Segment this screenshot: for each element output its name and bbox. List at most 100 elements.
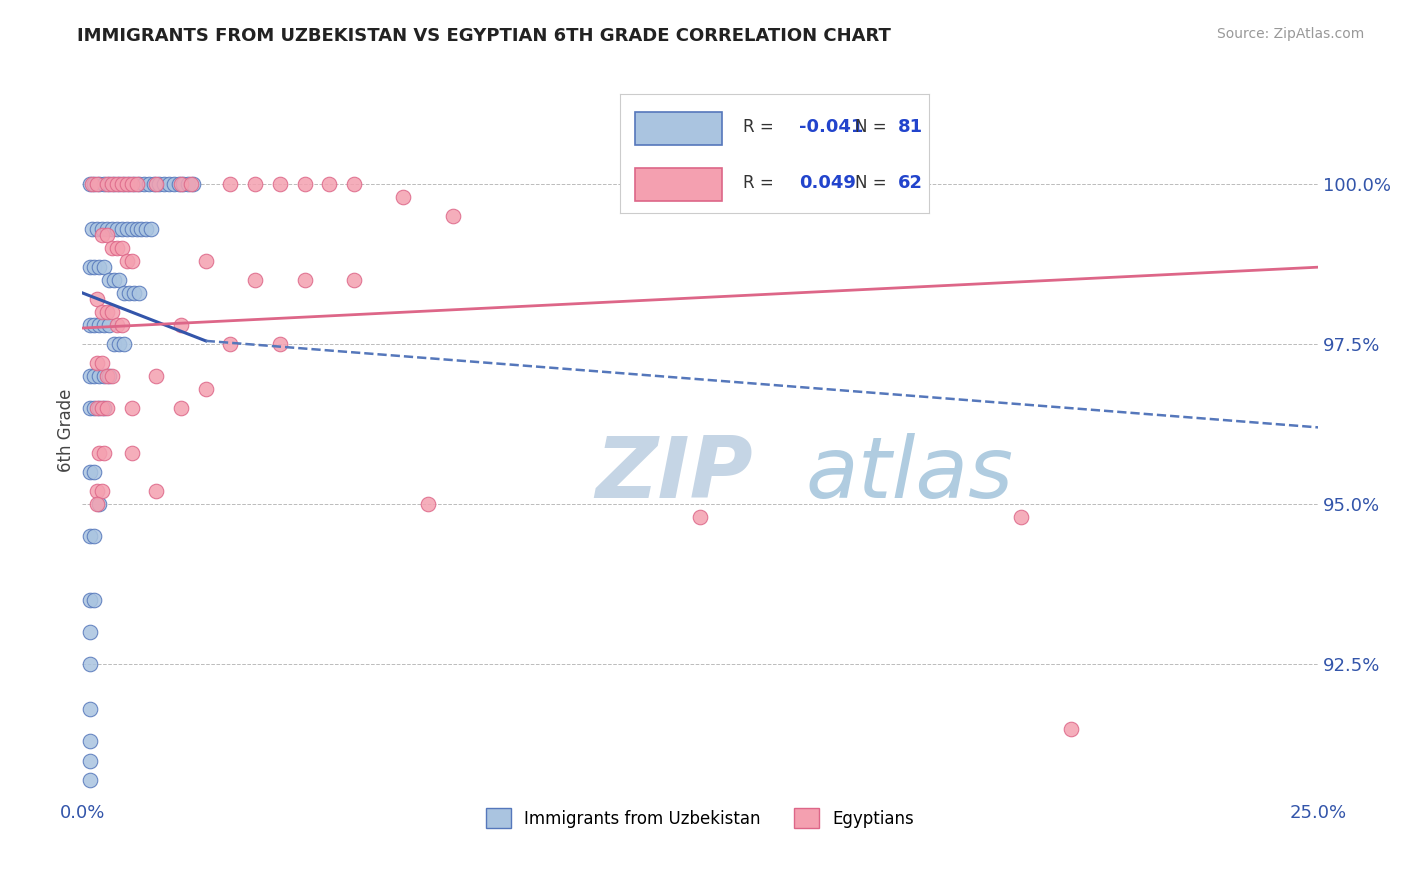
Point — [86, 292, 108, 306]
Point — [90, 228, 112, 243]
Point — [105, 221, 128, 235]
Point — [93, 260, 115, 275]
Point — [89, 446, 111, 460]
Point — [172, 177, 194, 191]
Point — [83, 369, 105, 384]
Point — [83, 593, 105, 607]
Point — [121, 446, 143, 460]
Point — [105, 241, 128, 255]
Point — [108, 177, 131, 191]
Point — [145, 484, 167, 499]
Point — [111, 177, 134, 191]
Point — [93, 401, 115, 416]
Point — [132, 177, 155, 191]
Point — [219, 177, 242, 191]
Point — [83, 401, 105, 416]
Point — [121, 177, 143, 191]
Point — [83, 260, 105, 275]
Point — [121, 401, 143, 416]
Point — [689, 510, 711, 524]
Point — [101, 369, 124, 384]
Point — [318, 177, 340, 191]
Point — [112, 337, 135, 351]
Point — [115, 221, 138, 235]
Point — [96, 369, 118, 384]
Point — [83, 177, 105, 191]
Point — [90, 305, 112, 319]
Point — [131, 221, 153, 235]
Point — [177, 177, 200, 191]
Point — [90, 221, 112, 235]
Point — [111, 241, 134, 255]
Point — [96, 221, 118, 235]
Point — [101, 221, 124, 235]
Point — [392, 189, 415, 203]
Point — [142, 177, 165, 191]
Point — [98, 177, 121, 191]
Point — [89, 401, 111, 416]
Point — [86, 497, 108, 511]
Point — [269, 337, 291, 351]
Point — [111, 221, 134, 235]
Point — [89, 369, 111, 384]
Point — [418, 497, 440, 511]
Point — [89, 497, 111, 511]
Point — [122, 177, 145, 191]
Point — [162, 177, 184, 191]
Point — [135, 221, 157, 235]
Point — [105, 318, 128, 332]
Point — [79, 657, 101, 672]
Point — [98, 369, 121, 384]
Point — [294, 273, 316, 287]
Point — [108, 273, 131, 287]
Point — [79, 772, 101, 787]
Point — [90, 484, 112, 499]
Point — [125, 221, 148, 235]
Point — [86, 356, 108, 370]
Point — [183, 177, 205, 191]
Point — [96, 401, 118, 416]
Point — [170, 177, 193, 191]
Point — [128, 285, 150, 300]
Point — [111, 318, 134, 332]
Point — [294, 177, 316, 191]
Point — [93, 177, 115, 191]
Point — [145, 369, 167, 384]
Point — [86, 221, 108, 235]
Point — [96, 177, 118, 191]
Point — [343, 273, 366, 287]
Point — [79, 734, 101, 748]
Point — [122, 285, 145, 300]
Point — [243, 273, 266, 287]
Point — [145, 177, 167, 191]
Point — [141, 221, 163, 235]
Point — [90, 401, 112, 416]
Point — [108, 337, 131, 351]
Point — [180, 177, 202, 191]
Point — [112, 177, 135, 191]
Point — [79, 369, 101, 384]
Point — [1011, 510, 1033, 524]
Point — [128, 177, 150, 191]
Point — [79, 318, 101, 332]
Point — [1060, 722, 1083, 736]
Point — [148, 177, 170, 191]
Point — [79, 754, 101, 768]
Point — [83, 318, 105, 332]
Text: atlas: atlas — [806, 433, 1014, 516]
Point — [103, 337, 125, 351]
Point — [89, 177, 111, 191]
Point — [89, 318, 111, 332]
Point — [194, 382, 217, 396]
Point — [101, 305, 124, 319]
Point — [79, 593, 101, 607]
Point — [79, 529, 101, 543]
Point — [86, 484, 108, 499]
Point — [118, 285, 141, 300]
Point — [105, 177, 128, 191]
Point — [89, 260, 111, 275]
Point — [79, 625, 101, 640]
Text: ZIP: ZIP — [595, 433, 752, 516]
Point — [170, 318, 193, 332]
Point — [121, 221, 143, 235]
